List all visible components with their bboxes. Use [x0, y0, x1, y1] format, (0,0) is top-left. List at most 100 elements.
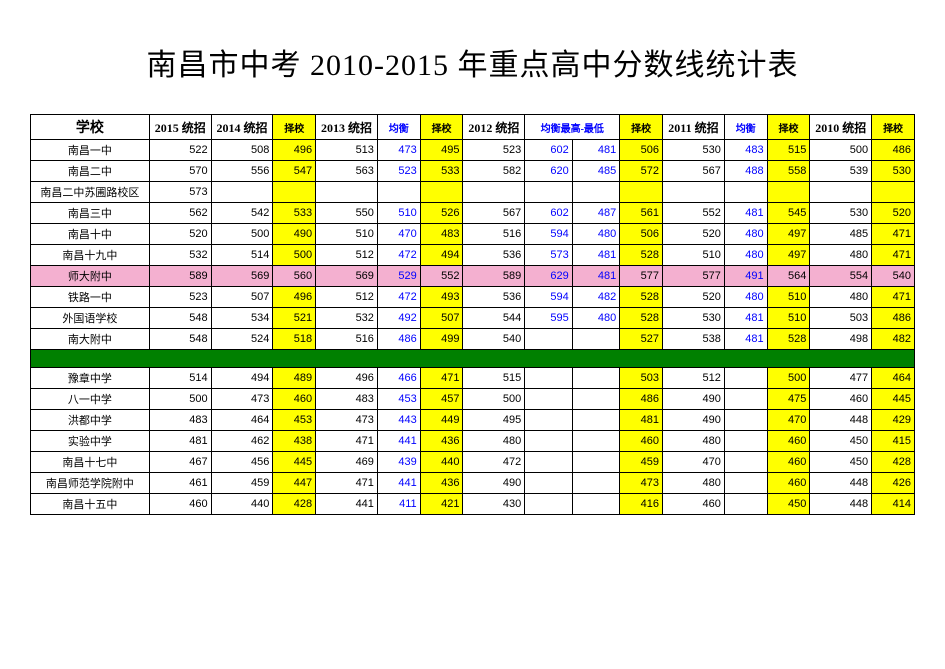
cell: 450	[810, 452, 872, 473]
cell: 铁路一中	[31, 287, 150, 308]
cell: 482	[572, 287, 620, 308]
cell: 480	[810, 245, 872, 266]
cell: 503	[620, 368, 663, 389]
table-body: 南昌一中522508496513473495523602481506530483…	[31, 140, 915, 515]
cell	[572, 473, 620, 494]
table-row: 外国语学校54853452153249250754459548052853048…	[31, 308, 915, 329]
h-school: 学校	[31, 115, 150, 140]
h-2011j: 均衡	[724, 115, 767, 140]
cell: 514	[211, 245, 273, 266]
cell	[572, 182, 620, 203]
cell: 540	[872, 266, 915, 287]
h-2014z: 择校	[273, 115, 316, 140]
cell: 491	[724, 266, 767, 287]
table-row: 八一中学500473460483453457500486490475460445	[31, 389, 915, 410]
cell: 527	[620, 329, 663, 350]
cell: 448	[810, 473, 872, 494]
h-2013z: 择校	[420, 115, 463, 140]
cell: 470	[377, 224, 420, 245]
cell: 493	[420, 287, 463, 308]
cell	[872, 182, 915, 203]
cell	[724, 410, 767, 431]
cell	[211, 182, 273, 203]
cell: 426	[872, 473, 915, 494]
cell: 453	[273, 410, 316, 431]
cell: 471	[872, 287, 915, 308]
cell	[463, 182, 525, 203]
cell: 486	[872, 308, 915, 329]
cell: 569	[316, 266, 378, 287]
cell: 602	[525, 203, 573, 224]
cell: 477	[810, 368, 872, 389]
cell: 460	[149, 494, 211, 515]
cell: 503	[810, 308, 872, 329]
cell: 534	[211, 308, 273, 329]
cell: 490	[273, 224, 316, 245]
cell: 460	[767, 431, 810, 452]
score-table: 学校 2015 统招 2014 统招 择校 2013 统招 均衡 择校 2012…	[30, 114, 915, 515]
cell: 豫章中学	[31, 368, 150, 389]
cell: 471	[872, 245, 915, 266]
cell	[724, 452, 767, 473]
cell: 494	[211, 368, 273, 389]
cell: 440	[211, 494, 273, 515]
cell: 515	[463, 368, 525, 389]
cell	[724, 494, 767, 515]
cell: 500	[211, 224, 273, 245]
cell: 436	[420, 431, 463, 452]
cell: 529	[377, 266, 420, 287]
cell	[810, 182, 872, 203]
cell: 460	[273, 389, 316, 410]
cell: 488	[724, 161, 767, 182]
header-row: 学校 2015 统招 2014 统招 择校 2013 统招 均衡 择校 2012…	[31, 115, 915, 140]
cell: 470	[663, 452, 725, 473]
cell: 620	[525, 161, 573, 182]
cell: 450	[810, 431, 872, 452]
cell: 520	[149, 224, 211, 245]
cell: 481	[572, 140, 620, 161]
cell: 441	[316, 494, 378, 515]
h-2013: 2013 统招	[316, 115, 378, 140]
cell: 495	[420, 140, 463, 161]
cell: 573	[525, 245, 573, 266]
cell: 471	[872, 224, 915, 245]
cell: 459	[211, 473, 273, 494]
cell: 521	[273, 308, 316, 329]
cell: 南昌二中	[31, 161, 150, 182]
cell: 564	[767, 266, 810, 287]
table-row: 南昌十七中46745644546943944047245947046045042…	[31, 452, 915, 473]
cell: 483	[316, 389, 378, 410]
cell: 481	[149, 431, 211, 452]
cell: 570	[149, 161, 211, 182]
cell: 567	[463, 203, 525, 224]
cell: 589	[149, 266, 211, 287]
cell: 536	[463, 245, 525, 266]
cell: 528	[620, 245, 663, 266]
cell: 542	[211, 203, 273, 224]
h-2011: 2011 统招	[663, 115, 725, 140]
cell: 415	[872, 431, 915, 452]
cell: 507	[420, 308, 463, 329]
cell: 430	[463, 494, 525, 515]
cell: 554	[810, 266, 872, 287]
cell: 473	[377, 140, 420, 161]
cell: 483	[149, 410, 211, 431]
cell: 480	[572, 308, 620, 329]
cell: 414	[872, 494, 915, 515]
cell	[316, 182, 378, 203]
cell: 448	[810, 410, 872, 431]
cell: 539	[810, 161, 872, 182]
cell: 460	[767, 473, 810, 494]
cell: 500	[149, 389, 211, 410]
cell: 495	[463, 410, 525, 431]
cell: 510	[767, 287, 810, 308]
cell: 481	[572, 266, 620, 287]
cell: 545	[767, 203, 810, 224]
cell: 533	[420, 161, 463, 182]
table-row: 南昌十五中46044042844141142143041646045044841…	[31, 494, 915, 515]
cell: 500	[273, 245, 316, 266]
cell	[572, 368, 620, 389]
cell: 459	[620, 452, 663, 473]
cell: 481	[724, 308, 767, 329]
cell: 461	[149, 473, 211, 494]
